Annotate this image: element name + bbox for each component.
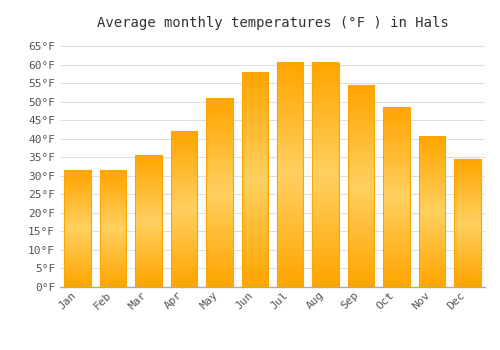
- Bar: [383, 107, 409, 287]
- Bar: [170, 131, 197, 287]
- Bar: [206, 98, 233, 287]
- Bar: [312, 63, 339, 287]
- Bar: [454, 159, 480, 287]
- Title: Average monthly temperatures (°F ) in Hals: Average monthly temperatures (°F ) in Ha…: [96, 16, 448, 30]
- Bar: [418, 137, 445, 287]
- Bar: [100, 170, 126, 287]
- Bar: [242, 72, 268, 287]
- Bar: [136, 155, 162, 287]
- Bar: [277, 63, 303, 287]
- Bar: [64, 170, 91, 287]
- Bar: [348, 85, 374, 287]
